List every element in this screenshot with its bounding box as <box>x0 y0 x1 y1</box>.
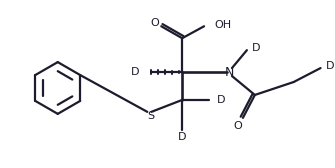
Text: D: D <box>131 67 139 77</box>
Text: OH: OH <box>214 20 231 30</box>
Text: O: O <box>150 18 159 28</box>
Text: D: D <box>326 61 334 71</box>
Text: D: D <box>252 43 260 53</box>
Text: D: D <box>178 132 187 142</box>
Text: O: O <box>233 121 242 131</box>
Text: N: N <box>224 66 233 79</box>
Text: S: S <box>147 111 154 121</box>
Text: D: D <box>217 95 225 105</box>
